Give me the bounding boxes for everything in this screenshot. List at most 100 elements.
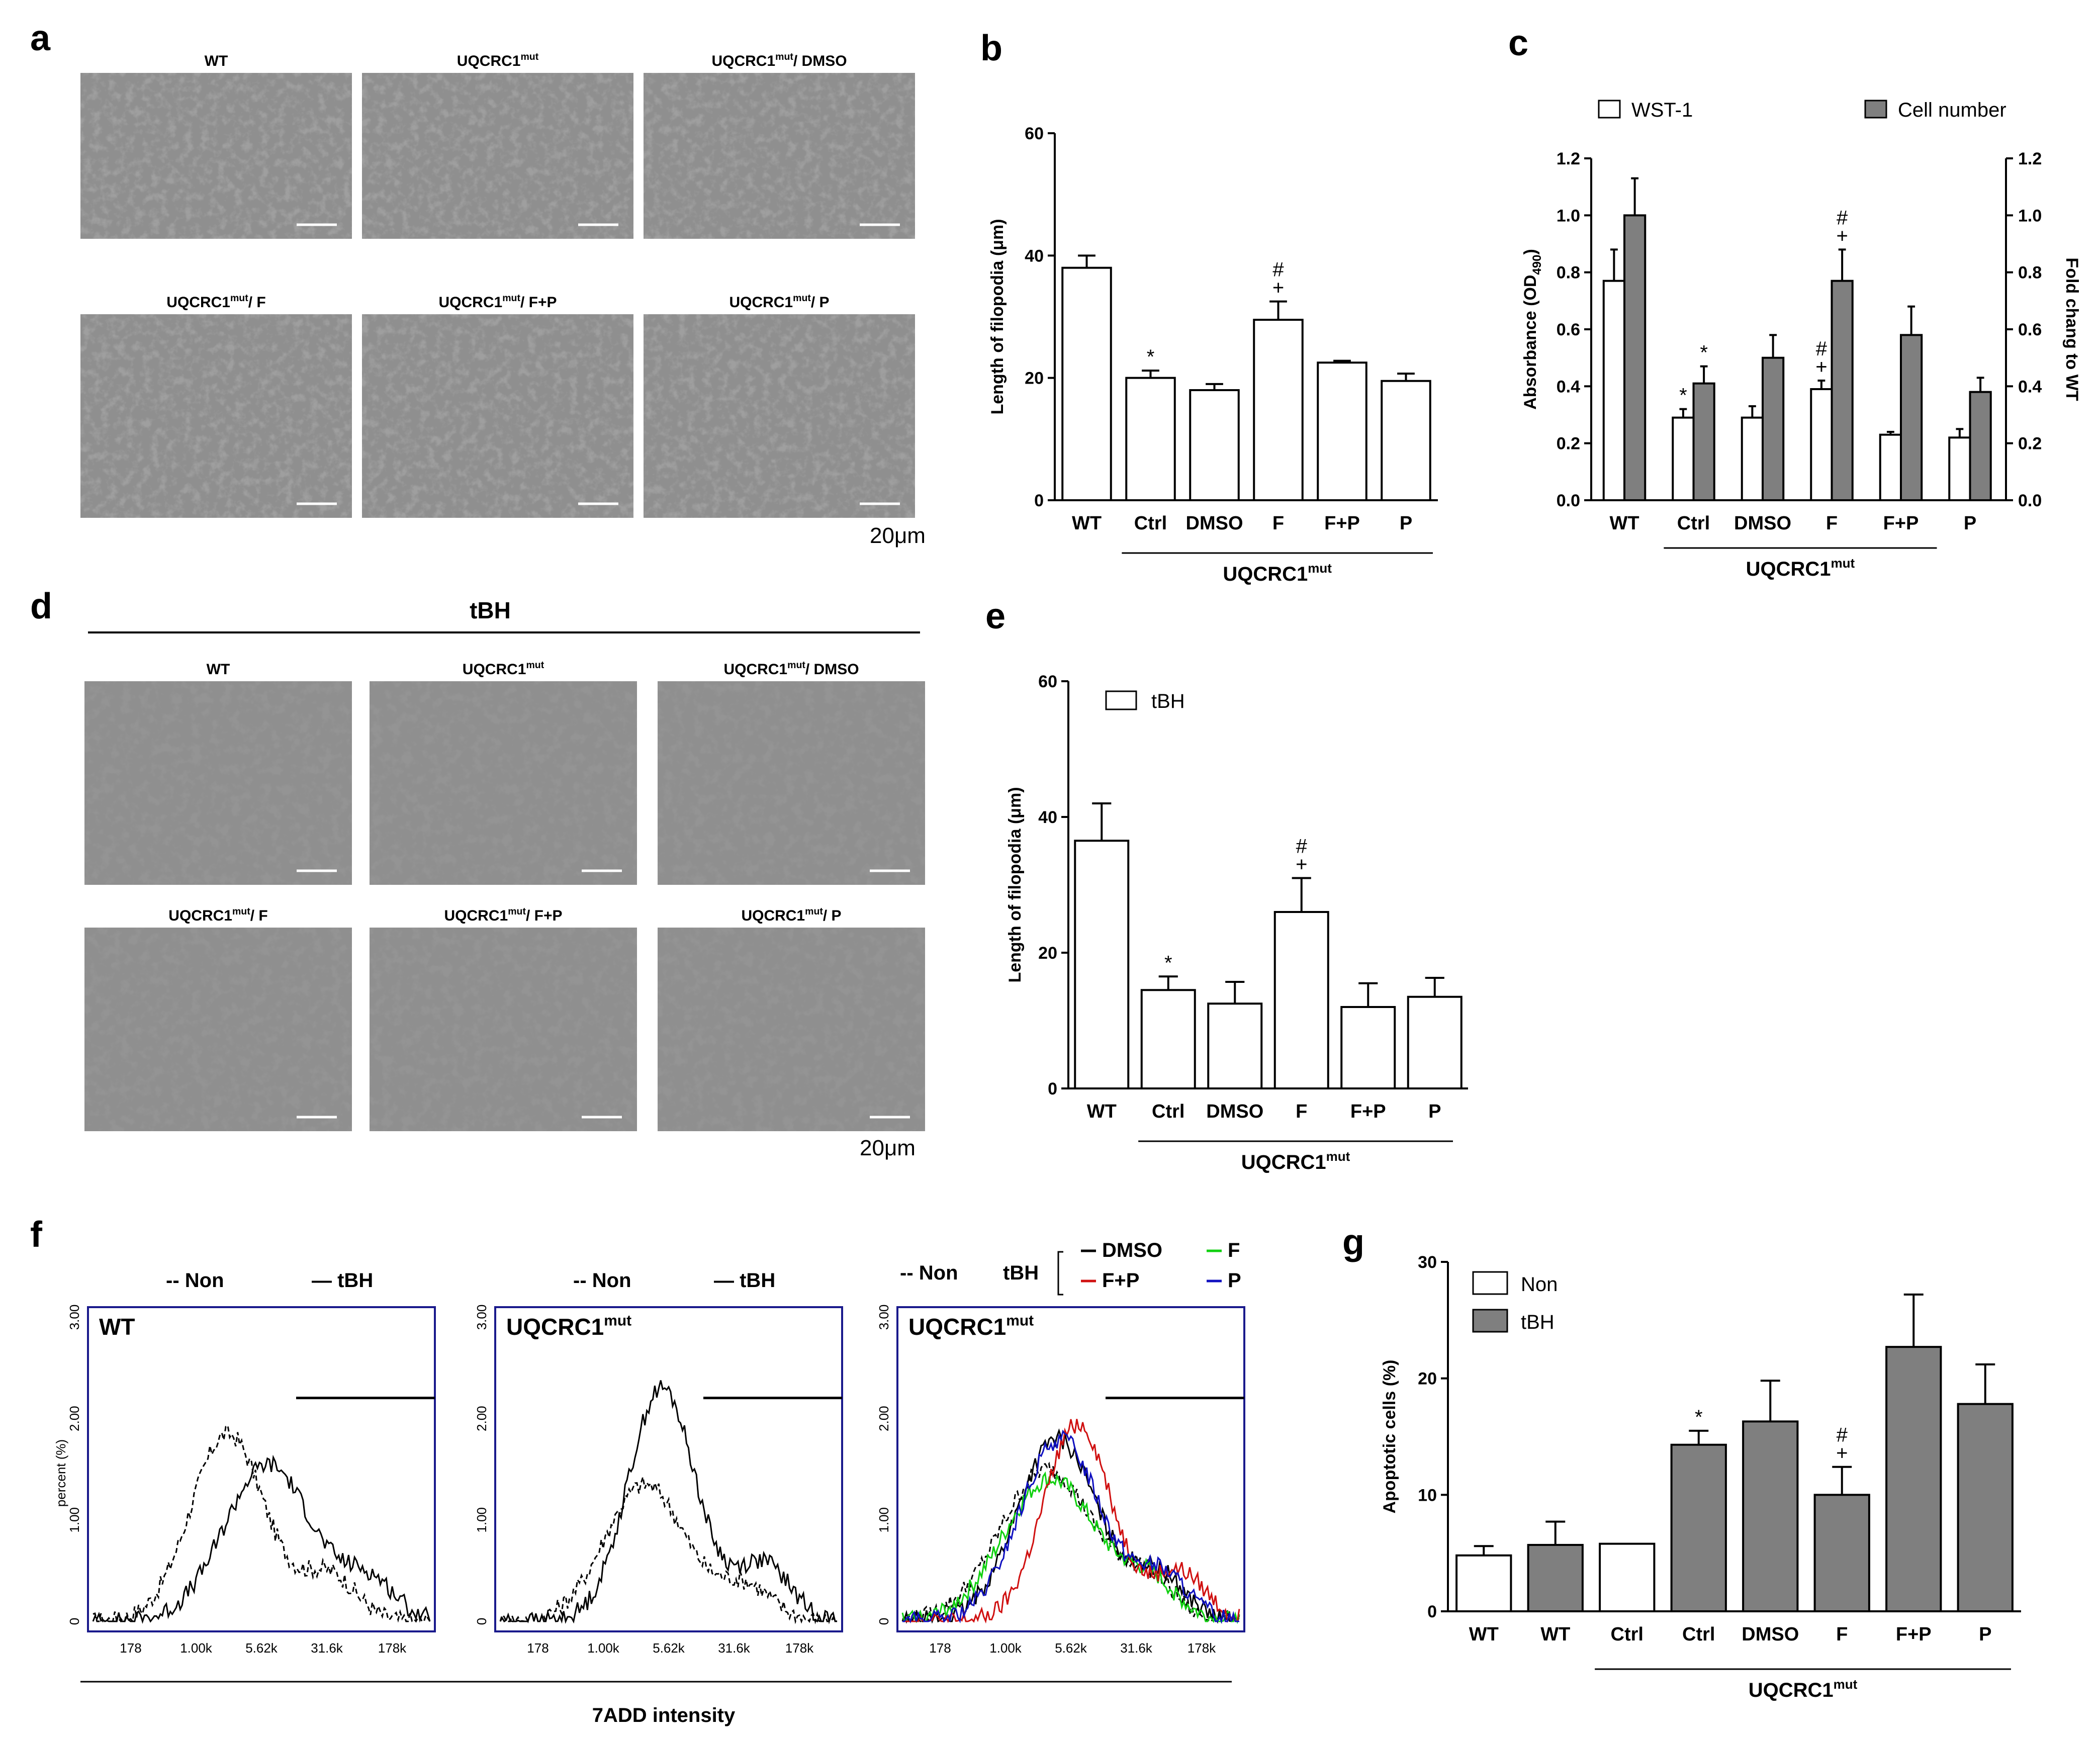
bar <box>1810 388 1833 501</box>
bar <box>1189 389 1240 501</box>
micrograph-title: UQCRC1mut/ DMSO <box>711 51 847 69</box>
bar <box>1207 1002 1263 1089</box>
facs-y-axis-label: percent (%) <box>53 1439 68 1507</box>
micrograph-image <box>362 314 633 518</box>
chart-c: 0.0 0.2 0.4 0.6 0.8 1.0 1.2 Absorbance (OD490) 0… <box>1521 99 2081 580</box>
histogram-dmso <box>902 1428 1240 1624</box>
y-tick-label: 0.6 <box>1557 320 1580 339</box>
x-tick-label: F <box>1296 1101 1307 1122</box>
micrograph-title: UQCRC1mut/ F <box>168 906 267 924</box>
bar <box>1253 319 1304 501</box>
panel-label-b: b <box>980 28 1002 68</box>
facs-x-tick-label: 31.6k <box>311 1640 343 1656</box>
x-tick-label: WT <box>1540 1624 1570 1645</box>
facs-frame <box>494 1306 843 1632</box>
facs-y-tick-label: 0 <box>67 1618 82 1625</box>
micrograph-title: UQCRC1mut/ P <box>741 906 841 924</box>
x-tick-label: Ctrl <box>1611 1624 1644 1645</box>
significance-mark: * <box>1147 346 1155 368</box>
panel-d-micrographs: WT UQCRC1mut UQCRC1mut/ DMSO UQCRC1mut/ F UQ… <box>84 660 925 1131</box>
micrograph-title: UQCRC1mut/ DMSO <box>723 660 859 678</box>
legend-label: tBH <box>1521 1311 1555 1333</box>
facs-y-tick-label: 3.00 <box>474 1305 489 1330</box>
legend-swatch <box>1864 100 1887 119</box>
micrograph-image <box>370 928 637 1131</box>
y2-tick-label: 1.0 <box>2018 206 2042 225</box>
x-tick-label: P <box>1428 1101 1441 1122</box>
bar <box>1831 280 1854 502</box>
panel-label-a: a <box>30 18 51 58</box>
histogram-p <box>902 1429 1239 1624</box>
bar <box>1762 356 1785 502</box>
facs-legend-entry: P <box>1228 1269 1241 1292</box>
panel-label-d: d <box>30 586 52 626</box>
facs-frame <box>896 1306 1245 1632</box>
micrograph-title: UQCRC1mut <box>463 660 544 678</box>
panel-label-f: f <box>30 1215 43 1255</box>
facs-legend-non: -- Non <box>166 1269 224 1292</box>
x-tick-label: Ctrl <box>1134 513 1167 534</box>
micrograph-image <box>658 928 925 1131</box>
bar <box>1692 382 1715 502</box>
y2-tick-label: 0.2 <box>2018 434 2042 453</box>
bar <box>1061 266 1112 502</box>
group-label: UQCRC1mut <box>1241 1149 1350 1173</box>
bar <box>1273 911 1329 1089</box>
y-axis-label: Absorbance (OD490) <box>1521 249 1544 410</box>
histogram-tbh <box>499 1380 838 1624</box>
bar <box>1885 1346 1942 1613</box>
facs-x-tick-label: 1.00k <box>989 1640 1022 1656</box>
x-tick-label: WT <box>1072 513 1102 534</box>
facs-legend-entry: F+P <box>1102 1269 1139 1292</box>
bar <box>1813 1494 1870 1612</box>
legend-label: Cell number <box>1898 99 2006 121</box>
micrograph-image <box>362 73 633 239</box>
y-tick-label: 20 <box>1418 1369 1437 1389</box>
facs-legend-non: -- Non <box>900 1262 958 1284</box>
legend-swatch <box>1472 1271 1508 1295</box>
significance-mark: + <box>1272 277 1284 299</box>
facs-x-tick-label: 31.6k <box>1120 1640 1153 1656</box>
bar <box>1742 1420 1799 1612</box>
bar <box>1527 1543 1584 1612</box>
micrograph-image <box>84 681 352 885</box>
facs-y-tick-label: 2.00 <box>67 1406 82 1431</box>
bar <box>1957 1403 2014 1612</box>
y2-tick-label: 0.0 <box>2018 491 2042 510</box>
facs-x-tick-label: 31.6k <box>718 1640 751 1656</box>
x-tick-label: P <box>1964 513 1976 534</box>
micrograph-image <box>644 73 915 239</box>
histogram-tbh <box>92 1454 431 1624</box>
panel-label-c: c <box>1508 23 1528 63</box>
facs-plot-label: UQCRC1mut <box>506 1313 631 1340</box>
facs-legend-tbh: — tBH <box>714 1269 775 1292</box>
facs-x-tick-label: 5.62k <box>1055 1640 1087 1656</box>
y-tick-label: 20 <box>1038 944 1057 963</box>
x-tick-label: P <box>1979 1624 1991 1645</box>
x-tick-label: DMSO <box>1734 513 1791 534</box>
facs-legend-tbh: tBH <box>1003 1262 1039 1284</box>
y-tick-label: 60 <box>1038 672 1057 691</box>
y-tick-label: 40 <box>1038 808 1057 827</box>
bar <box>1340 1006 1396 1089</box>
significance-mark: * <box>1700 342 1708 364</box>
bar <box>1670 1443 1727 1612</box>
legend-label: Non <box>1521 1273 1558 1296</box>
significance-mark: + <box>1296 854 1307 876</box>
micrograph-title: UQCRC1mut/ F+P <box>439 293 557 311</box>
bar <box>1900 334 1923 501</box>
facs-y-tick-label: 0 <box>474 1618 489 1625</box>
facs-x-tick-label: 5.62k <box>653 1640 685 1656</box>
y-tick-label: 1.0 <box>1557 206 1580 225</box>
x-tick-label: F <box>1272 513 1284 534</box>
facs-x-tick-label: 1.00k <box>180 1640 213 1656</box>
bar <box>1623 214 1647 502</box>
bar <box>1074 840 1130 1089</box>
group-label: UQCRC1mut <box>1749 1677 1858 1701</box>
y-tick-label: 40 <box>1025 246 1044 265</box>
bar <box>1455 1554 1512 1613</box>
histogram-non <box>901 1461 1240 1624</box>
micrograph-image <box>370 681 637 885</box>
bar <box>1948 436 1971 501</box>
